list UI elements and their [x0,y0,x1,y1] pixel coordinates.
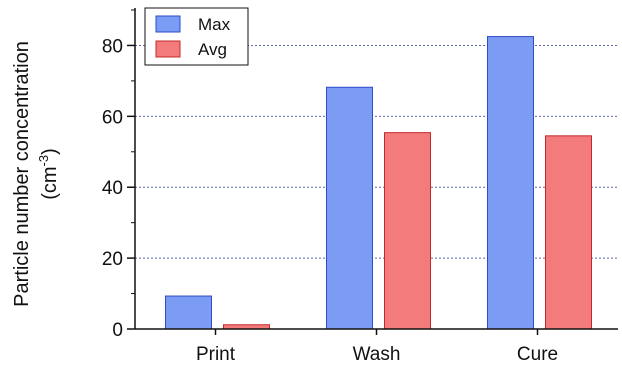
y-axis-unit-close: ) [39,148,61,155]
y-axis-unit: (cm-3) [36,148,61,200]
y-tick-label: 80 [102,36,123,57]
y-axis-unit-exponent: -3 [36,155,51,167]
y-axis-ticks: 0 20 40 60 80 [102,9,135,341]
x-axis-ticks: Print Wash Cure [196,329,558,365]
y-tick-label: 40 [102,178,123,199]
y-tick-label: 60 [102,107,123,128]
y-axis-label: Particle number concentration (cm-3) [11,41,61,307]
bars [165,36,592,330]
y-axis-unit-base: (cm [39,166,61,199]
legend-swatch-avg [155,40,181,58]
legend-label-avg: Avg [198,40,227,59]
bar-avg-cure [545,135,592,330]
legend-swatch-max [155,15,181,33]
legend: Max Avg [144,7,249,66]
bar-max-cure [487,36,534,330]
bar-avg-wash [384,132,431,330]
legend-label-max: Max [198,15,231,34]
y-tick-label: 20 [102,249,123,270]
x-tick-label: Print [196,344,236,365]
y-axis-title: Particle number concentration [11,41,33,307]
bar-max-print [165,295,212,330]
x-tick-label: Cure [517,344,558,365]
x-tick-label: Wash [353,344,401,365]
bar-max-wash [326,86,373,330]
y-tick-label: 0 [112,320,123,341]
